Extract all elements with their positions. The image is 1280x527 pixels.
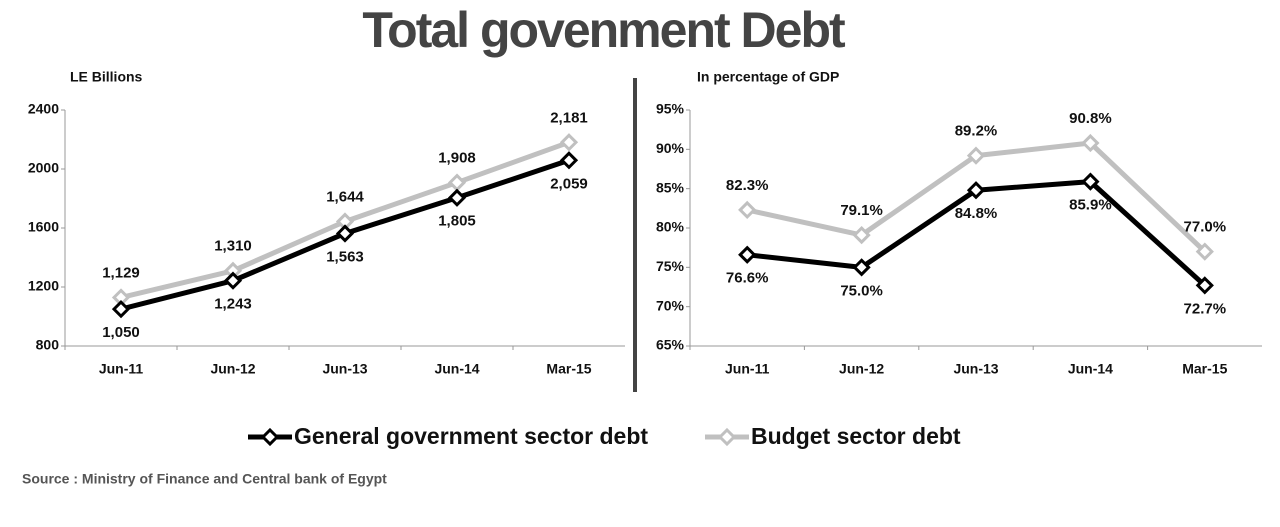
title: Total govenment Debt <box>362 2 846 58</box>
legend-marker <box>717 427 737 447</box>
y-tick-label: 95% <box>656 101 685 117</box>
x-tick-label: Jun-12 <box>839 361 884 377</box>
marker <box>852 225 871 245</box>
data-label: 85.9% <box>1069 197 1112 214</box>
marker <box>966 146 986 165</box>
x-tick-label: Jun-13 <box>322 361 367 377</box>
marker <box>111 300 131 319</box>
data-label: 1,805 <box>438 213 476 230</box>
marker <box>966 181 986 200</box>
y-tick-label: 85% <box>656 179 685 195</box>
data-label: 75.0% <box>840 282 883 299</box>
data-label: 1,129 <box>102 264 140 281</box>
x-tick-label: Jun-13 <box>953 361 998 377</box>
data-label: 77.0% <box>1184 219 1227 236</box>
marker <box>1195 242 1214 261</box>
x-tick-label: Jun-12 <box>210 361 255 377</box>
data-label: 1,644 <box>326 188 364 205</box>
data-label: 90.8% <box>1069 110 1112 127</box>
data-label: 2,059 <box>550 175 588 192</box>
marker <box>447 188 467 207</box>
y-tick-label: 1200 <box>28 278 59 294</box>
source: Source : Ministry of Finance and Central… <box>22 471 387 487</box>
legend-label: Budget sector debt <box>751 423 961 449</box>
x-tick-label: Jun-11 <box>725 361 770 377</box>
y-axis-label: In percentage of GDP <box>697 69 839 85</box>
data-label: 89.2% <box>955 123 998 140</box>
marker <box>738 245 757 264</box>
data-label: 2,181 <box>550 109 588 126</box>
marker <box>1081 133 1100 153</box>
y-tick-label: 1600 <box>28 219 59 235</box>
y-tick-label: 70% <box>656 297 685 313</box>
y-tick-label: 90% <box>656 140 685 156</box>
data-label: 76.6% <box>726 270 769 287</box>
marker <box>447 173 467 192</box>
data-label: 1,050 <box>102 324 140 341</box>
x-tick-label: Jun-11 <box>99 361 144 377</box>
x-tick-label: Jun-14 <box>434 361 479 377</box>
x-tick-label: Mar-15 <box>1182 361 1227 377</box>
marker <box>223 271 243 290</box>
y-axis-label: LE Billions <box>70 69 143 85</box>
data-label: 1,908 <box>438 150 476 167</box>
data-label: 1,243 <box>214 296 252 313</box>
y-tick-label: 80% <box>656 219 685 235</box>
data-label: 79.1% <box>840 202 883 219</box>
marker <box>1195 276 1214 295</box>
marker <box>1081 172 1100 191</box>
marker <box>738 200 757 220</box>
marker <box>852 258 871 277</box>
x-tick-label: Jun-14 <box>1068 361 1113 377</box>
data-label: 82.3% <box>726 177 769 194</box>
marker <box>559 151 579 170</box>
y-tick-label: 800 <box>36 337 60 353</box>
y-tick-label: 2000 <box>28 160 59 176</box>
data-label: 84.8% <box>955 205 998 222</box>
legend-marker <box>260 427 280 447</box>
marker <box>559 133 579 152</box>
x-tick-label: Mar-15 <box>546 361 591 377</box>
data-label: 1,310 <box>214 238 252 255</box>
legend-label: General government sector debt <box>294 423 648 449</box>
marker <box>335 224 355 243</box>
y-tick-label: 75% <box>656 258 685 274</box>
data-label: 1,563 <box>326 248 364 265</box>
y-tick-label: 65% <box>656 337 685 353</box>
y-tick-label: 2400 <box>28 101 59 117</box>
data-label: 72.7% <box>1184 300 1227 317</box>
